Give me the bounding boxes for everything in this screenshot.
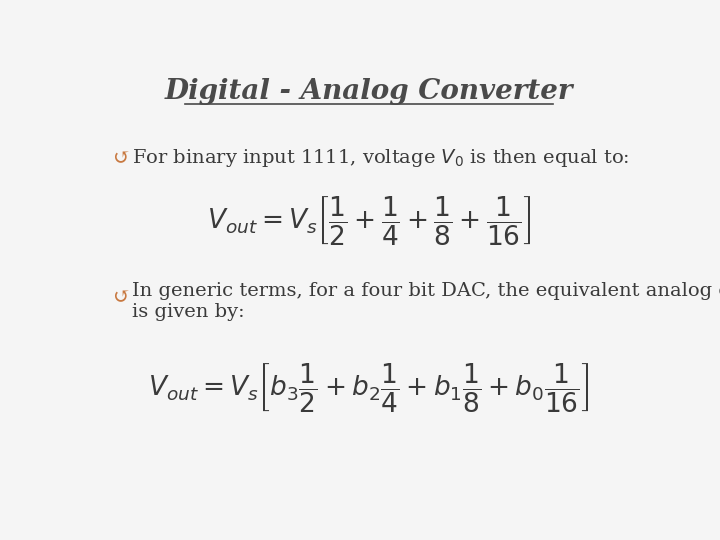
Text: ↺: ↺	[112, 288, 130, 307]
Text: For binary input 1111, voltage $V_0$ is then equal to:: For binary input 1111, voltage $V_0$ is …	[132, 147, 629, 170]
Text: In generic terms, for a four bit DAC, the equivalent analog output: In generic terms, for a four bit DAC, th…	[132, 282, 720, 300]
FancyBboxPatch shape	[86, 62, 652, 484]
Text: $V_{out} = V_s\left[b_3\dfrac{1}{2}+b_2\dfrac{1}{4}+b_1\dfrac{1}{8}+b_0\dfrac{1}: $V_{out} = V_s\left[b_3\dfrac{1}{2}+b_2\…	[148, 361, 590, 414]
Text: ↺: ↺	[112, 149, 130, 168]
Text: Digital - Analog Converter: Digital - Analog Converter	[165, 78, 573, 105]
Text: is given by:: is given by:	[132, 303, 245, 321]
Text: $V_{out} = V_s\left[\dfrac{1}{2}+\dfrac{1}{4}+\dfrac{1}{8}+\dfrac{1}{16}\right]$: $V_{out} = V_s\left[\dfrac{1}{2}+\dfrac{…	[207, 194, 531, 247]
